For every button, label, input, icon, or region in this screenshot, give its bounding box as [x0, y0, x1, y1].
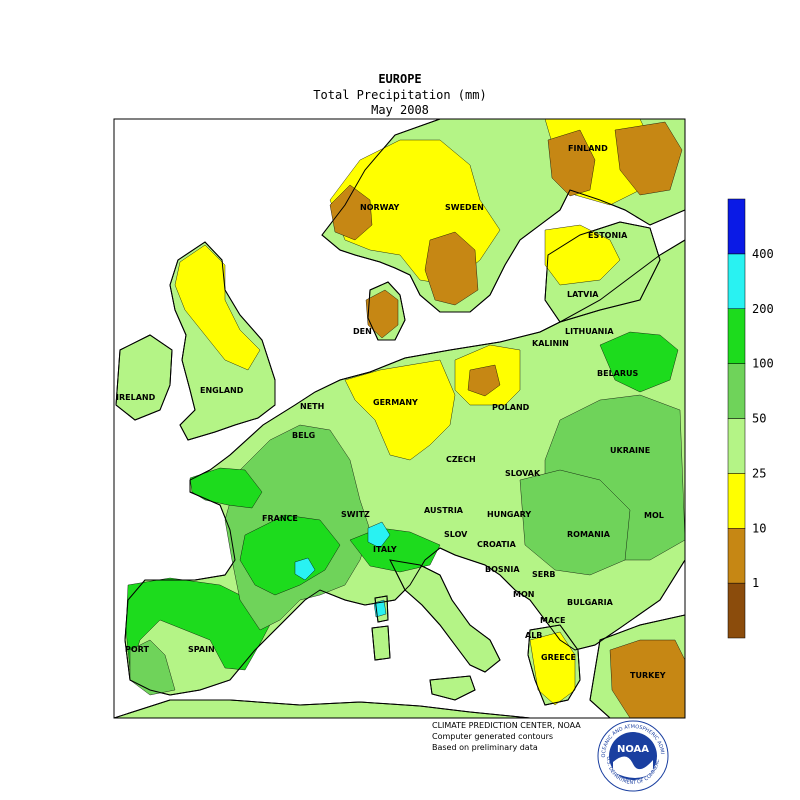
legend-swatch-200_400 — [727, 253, 746, 309]
noaa-logo: NATIONAL OCEANIC AND ATMOSPHERIC ADMINIS… — [597, 720, 669, 792]
credit-line-1: CLIMATE PREDICTION CENTER, NOAA — [432, 721, 581, 730]
country-label-germany: GERMANY — [373, 398, 418, 407]
country-label-ireland: IRELAND — [116, 393, 156, 402]
map-title-region: EUROPE — [378, 72, 422, 86]
legend-swatch-100_200 — [727, 308, 746, 364]
country-label-lithuania: LITHUANIA — [565, 327, 614, 336]
coastline — [115, 334, 173, 421]
country-label-slov: SLOV — [444, 530, 468, 539]
logo-text: NOAA — [617, 744, 649, 755]
legend-threshold-10: 10 — [752, 521, 766, 535]
country-label-ukraine: UKRAINE — [610, 446, 650, 455]
coastline — [544, 221, 661, 323]
zone-central-france-100 — [239, 514, 341, 596]
legend-threshold-200: 200 — [752, 302, 774, 316]
country-label-sweden: SWEDEN — [445, 203, 484, 212]
legend-threshold-1: 1 — [752, 576, 759, 590]
country-label-hungary: HUNGARY — [487, 510, 531, 519]
country-label-belg: BELG — [292, 431, 315, 440]
country-label-italy: ITALY — [373, 545, 397, 554]
country-label-england: ENGLAND — [200, 386, 244, 395]
coastline — [114, 699, 531, 718]
country-label-romania: ROMANIA — [567, 530, 611, 539]
zone-germany-10 — [344, 359, 456, 461]
country-label-finland: FINLAND — [568, 144, 608, 153]
legend-threshold-50: 50 — [752, 412, 766, 426]
country-label-port: PORT — [125, 645, 149, 654]
coastline — [371, 625, 391, 661]
legend-swatch-1_10 — [727, 528, 746, 584]
credit-line-2: Computer generated contours — [432, 732, 554, 741]
country-label-latvia: LATVIA — [567, 290, 599, 299]
zone-finland-east-1 — [614, 121, 683, 196]
map-title-variable: Total Precipitation (mm) — [313, 88, 487, 102]
legend-swatch-10_25 — [727, 473, 746, 529]
credit-line-3: Based on preliminary data — [432, 743, 538, 752]
country-label-norway: NORWAY — [360, 203, 400, 212]
zone-alps-200 — [367, 521, 391, 549]
country-label-turkey: TURKEY — [630, 671, 666, 680]
zone-poland-1 — [467, 364, 501, 397]
coastline — [321, 119, 685, 313]
legend-swatch-25_50 — [727, 418, 746, 474]
zone-belarus-100 — [599, 331, 679, 393]
coastline — [169, 241, 276, 441]
zone-sweden-1 — [424, 231, 479, 306]
coastline — [527, 624, 581, 706]
map-title-period: May 2008 — [371, 103, 429, 117]
legend-swatch-50_100 — [727, 363, 746, 419]
legend-threshold-25: 25 — [752, 466, 766, 480]
country-label-neth: NETH — [300, 402, 324, 411]
country-label-austria: AUSTRIA — [424, 506, 464, 515]
zone-denmark-1 — [365, 289, 399, 339]
country-label-slovak: SLOVAK — [505, 469, 541, 478]
country-label-serb: SERB — [532, 570, 555, 579]
coastline — [367, 281, 406, 341]
zone-turkey-1 — [609, 639, 685, 718]
country-label-mon: MON — [513, 590, 534, 599]
legend-swatch-lt1 — [727, 582, 746, 639]
country-label-switz: SWITZ — [341, 510, 370, 519]
country-label-france: FRANCE — [262, 514, 298, 523]
legend-threshold-400: 400 — [752, 247, 774, 261]
coastline — [124, 239, 685, 696]
coastline — [589, 614, 685, 718]
country-label-czech: CZECH — [446, 455, 476, 464]
country-label-greece: GREECE — [541, 653, 576, 662]
country-label-alb: ALB — [525, 631, 542, 640]
zone-romania-50 — [519, 469, 631, 576]
country-label-den: DEN — [353, 327, 372, 336]
legend-threshold-100: 100 — [752, 357, 774, 371]
coastline — [429, 675, 476, 701]
country-label-bosnia: BOSNIA — [485, 565, 520, 574]
country-label-bulgaria: BULGARIA — [567, 598, 614, 607]
country-label-spain: SPAIN — [188, 645, 215, 654]
country-label-estonia: ESTONIA — [588, 231, 628, 240]
coastline — [374, 595, 389, 623]
country-label-kalinin: KALININ — [532, 339, 569, 348]
zone-france-200 — [294, 557, 316, 581]
zone-finland-1 — [547, 129, 596, 197]
zone-norway-1 — [329, 184, 373, 241]
country-label-mol: MOL — [644, 511, 664, 520]
country-label-poland: POLAND — [492, 403, 530, 412]
zone-greece-10 — [529, 631, 576, 706]
legend-swatch-gt400 — [727, 198, 746, 255]
coastline — [389, 559, 501, 673]
country-label-belarus: BELARUS — [597, 369, 639, 378]
country-label-croatia: CROATIA — [477, 540, 517, 549]
country-label-mace: MACE — [540, 616, 566, 625]
